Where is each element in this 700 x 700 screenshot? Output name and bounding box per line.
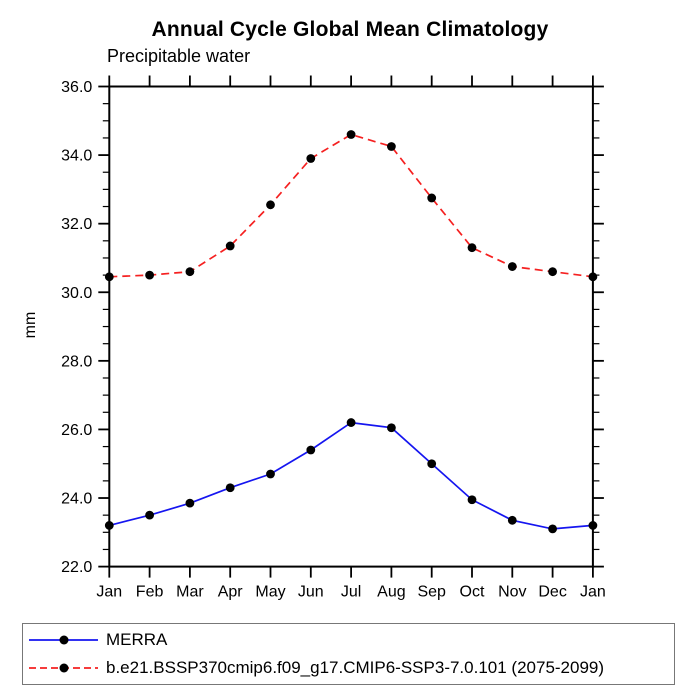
data-point-marker <box>427 193 437 203</box>
y-tick-label: 28.0 <box>61 353 92 370</box>
x-tick-label: Oct <box>460 584 485 601</box>
data-point-marker <box>266 469 275 479</box>
legend-line-sample-dashed <box>29 663 98 673</box>
legend-item-merra: MERRA <box>28 628 674 652</box>
y-tick-label: 24.0 <box>61 491 92 508</box>
y-tick-label: 22.0 <box>61 559 92 576</box>
x-tick-label: Jan <box>96 584 122 601</box>
data-point-marker <box>306 154 316 163</box>
data-point-marker <box>387 142 396 151</box>
x-tick-label: May <box>255 584 285 601</box>
data-point-marker <box>266 200 275 210</box>
y-tick-label: 34.0 <box>61 148 92 165</box>
x-tick-label: Feb <box>136 584 164 601</box>
data-point-marker <box>225 483 235 493</box>
plot-area: Jan Feb Mar Apr May Jun Jul Aug Sep Oct Nov Dec Jan2… <box>61 75 606 601</box>
legend-item-model: b.e21.BSSP370cmip6.f09_g17.CMIP6-SSP3-7.… <box>28 656 674 680</box>
legend-line-sample-solid <box>29 635 98 645</box>
data-point-marker <box>467 243 477 253</box>
y-tick-label: 32.0 <box>61 216 92 233</box>
chart-title: Annual Cycle Global Mean Climatology <box>151 18 549 41</box>
x-tick-label: Nov <box>498 584 526 601</box>
series-line-1 <box>109 133 594 278</box>
data-point-marker <box>306 445 316 455</box>
series-line-0 <box>109 421 593 530</box>
x-tick-label: Mar <box>176 584 204 601</box>
x-tick-label: Jan <box>580 584 606 601</box>
data-point-marker <box>185 498 195 508</box>
data-point-marker <box>346 418 356 427</box>
legend-box: MERRA b.e21.BSSP370cmip6.f09_g17.CMIP6-S… <box>22 623 675 685</box>
data-point-marker <box>346 130 356 139</box>
data-point-marker <box>104 272 114 282</box>
x-tick-label: Apr <box>218 584 244 601</box>
data-point-marker <box>548 524 557 534</box>
data-point-marker <box>548 267 557 277</box>
x-tick-label: Sep <box>417 584 446 601</box>
data-point-marker <box>427 459 437 469</box>
data-point-marker <box>225 241 235 251</box>
data-point-marker <box>104 521 114 530</box>
data-point-marker <box>467 495 477 505</box>
data-point-marker <box>145 270 155 280</box>
x-tick-label: Dec <box>538 584 566 601</box>
data-point-marker <box>185 267 195 277</box>
data-point-marker <box>588 521 598 530</box>
x-tick-label: Jun <box>298 584 324 601</box>
legend-label-merra: MERRA <box>106 630 168 649</box>
y-tick-label: 36.0 <box>61 79 92 96</box>
y-tick-label: 30.0 <box>61 285 92 302</box>
data-point-marker <box>507 262 517 271</box>
data-point-marker <box>507 515 517 525</box>
chart-subtitle: Precipitable water <box>107 46 251 66</box>
legend-label-model: b.e21.BSSP370cmip6.f09_g17.CMIP6-SSP3-7.… <box>106 658 605 677</box>
data-point-marker <box>588 272 598 282</box>
x-tick-label: Aug <box>377 584 405 601</box>
data-point-marker <box>387 423 396 433</box>
data-point-marker <box>145 510 155 520</box>
y-tick-label: 26.0 <box>61 422 92 439</box>
axis-frame <box>108 85 594 568</box>
x-tick-label: Jul <box>341 584 361 601</box>
